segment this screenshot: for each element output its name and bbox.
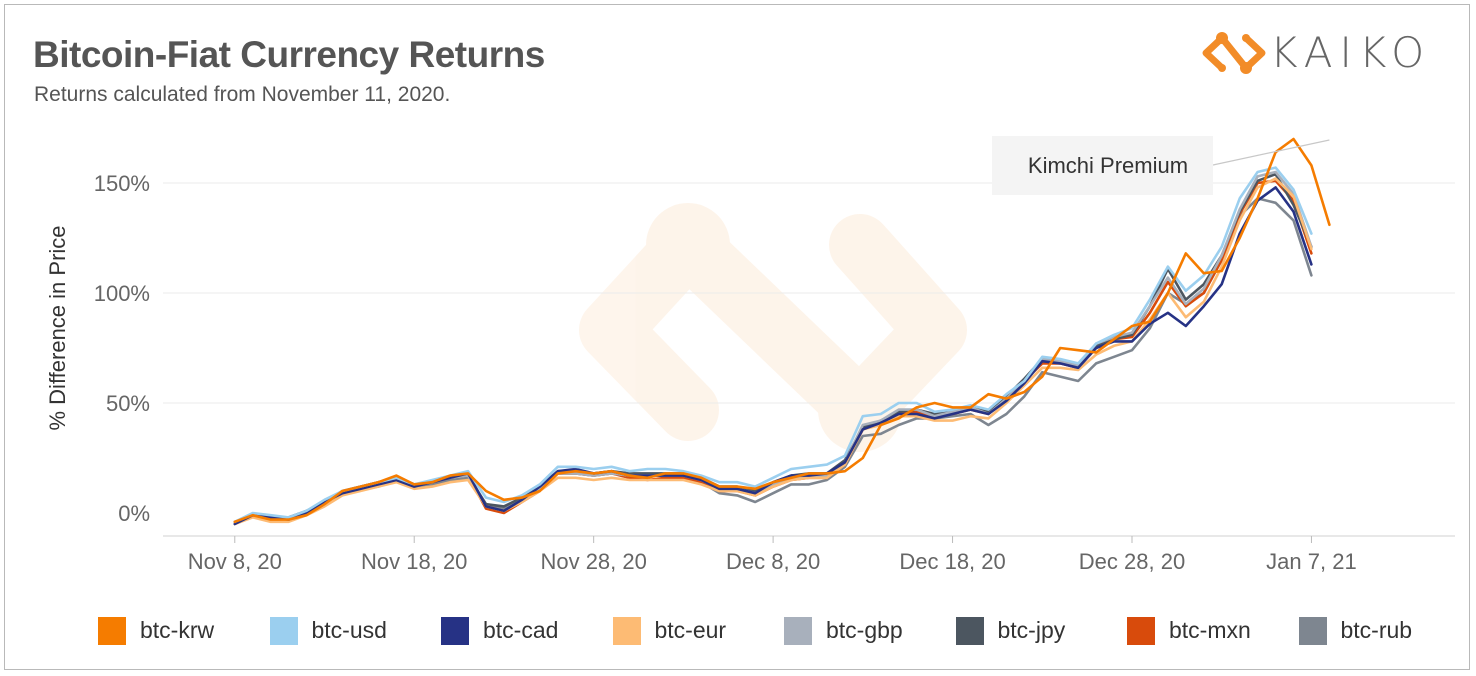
- chart-legend: btc-krw btc-usd btc-cad btc-eur btc-gbp btc-j…: [0, 612, 1476, 652]
- legend-swatch: [955, 617, 984, 645]
- legend-label: btc-krw: [140, 617, 215, 643]
- x-tick-label: Dec 8, 20: [726, 549, 820, 574]
- legend-label: btc-gbp: [826, 617, 903, 643]
- chart-subtitle: Returns calculated from November 11, 202…: [34, 83, 451, 106]
- x-axis-ticks: Nov 8, 20 Nov 18, 20 Nov 28, 20 Dec 8, 20 De…: [188, 536, 1357, 574]
- y-tick-label: 50%: [106, 391, 150, 416]
- annotation-box: [992, 136, 1213, 195]
- legend-label: btc-jpy: [997, 617, 1066, 643]
- x-tick-label: Dec 28, 20: [1079, 549, 1185, 574]
- legend-swatch: [612, 617, 641, 645]
- x-tick-label: Jan 7, 21: [1266, 549, 1357, 574]
- legend-label: btc-cad: [483, 617, 559, 643]
- y-tick-label: 0%: [118, 501, 150, 526]
- annotation-leader-line: [1212, 139, 1330, 166]
- legend-label: btc-eur: [654, 617, 727, 643]
- line-chart: Nov 8, 20 Nov 18, 20 Nov 28, 20 Dec 8, 20 De…: [45, 136, 1455, 574]
- x-tick-label: Nov 28, 20: [540, 549, 646, 574]
- chart-frame: [4, 4, 1470, 670]
- kaiko-logo: KAIKO: [1198, 28, 1450, 78]
- x-tick-label: Nov 18, 20: [361, 549, 467, 574]
- chart-title: Bitcoin-Fiat Currency Returns: [33, 34, 545, 75]
- grid-lines: [163, 182, 1455, 404]
- legend-label: btc-rub: [1340, 617, 1413, 643]
- legend-label: btc-usd: [311, 617, 387, 643]
- kaiko-logo-text: KAIKO: [1270, 28, 1432, 77]
- legend-swatch: [269, 617, 298, 645]
- legend-swatch: [1127, 617, 1155, 645]
- legend-label: btc-mxn: [1169, 617, 1251, 643]
- legend-swatch: [1298, 617, 1327, 645]
- legend-swatch: [784, 617, 812, 645]
- kaiko-logo-icon: [1202, 32, 1266, 74]
- x-tick-label: Nov 8, 20: [188, 549, 282, 574]
- series-lines: [233, 137, 1331, 526]
- legend-swatch: [441, 617, 469, 645]
- watermark-logo: [579, 203, 967, 452]
- y-tick-label: 100%: [94, 281, 150, 306]
- y-tick-label: 150%: [94, 171, 150, 196]
- annotation-label: Kimchi Premium: [1028, 153, 1188, 178]
- x-tick-label: Dec 18, 20: [899, 549, 1005, 574]
- y-axis-label: % Difference in Price: [45, 225, 70, 430]
- legend-swatch: [98, 617, 126, 645]
- y-axis-ticks: 0% 50% 100% 150%: [94, 171, 150, 526]
- annotation-kimchi-premium: Kimchi Premium: [992, 136, 1330, 195]
- series-line-btc-krw: [233, 137, 1331, 524]
